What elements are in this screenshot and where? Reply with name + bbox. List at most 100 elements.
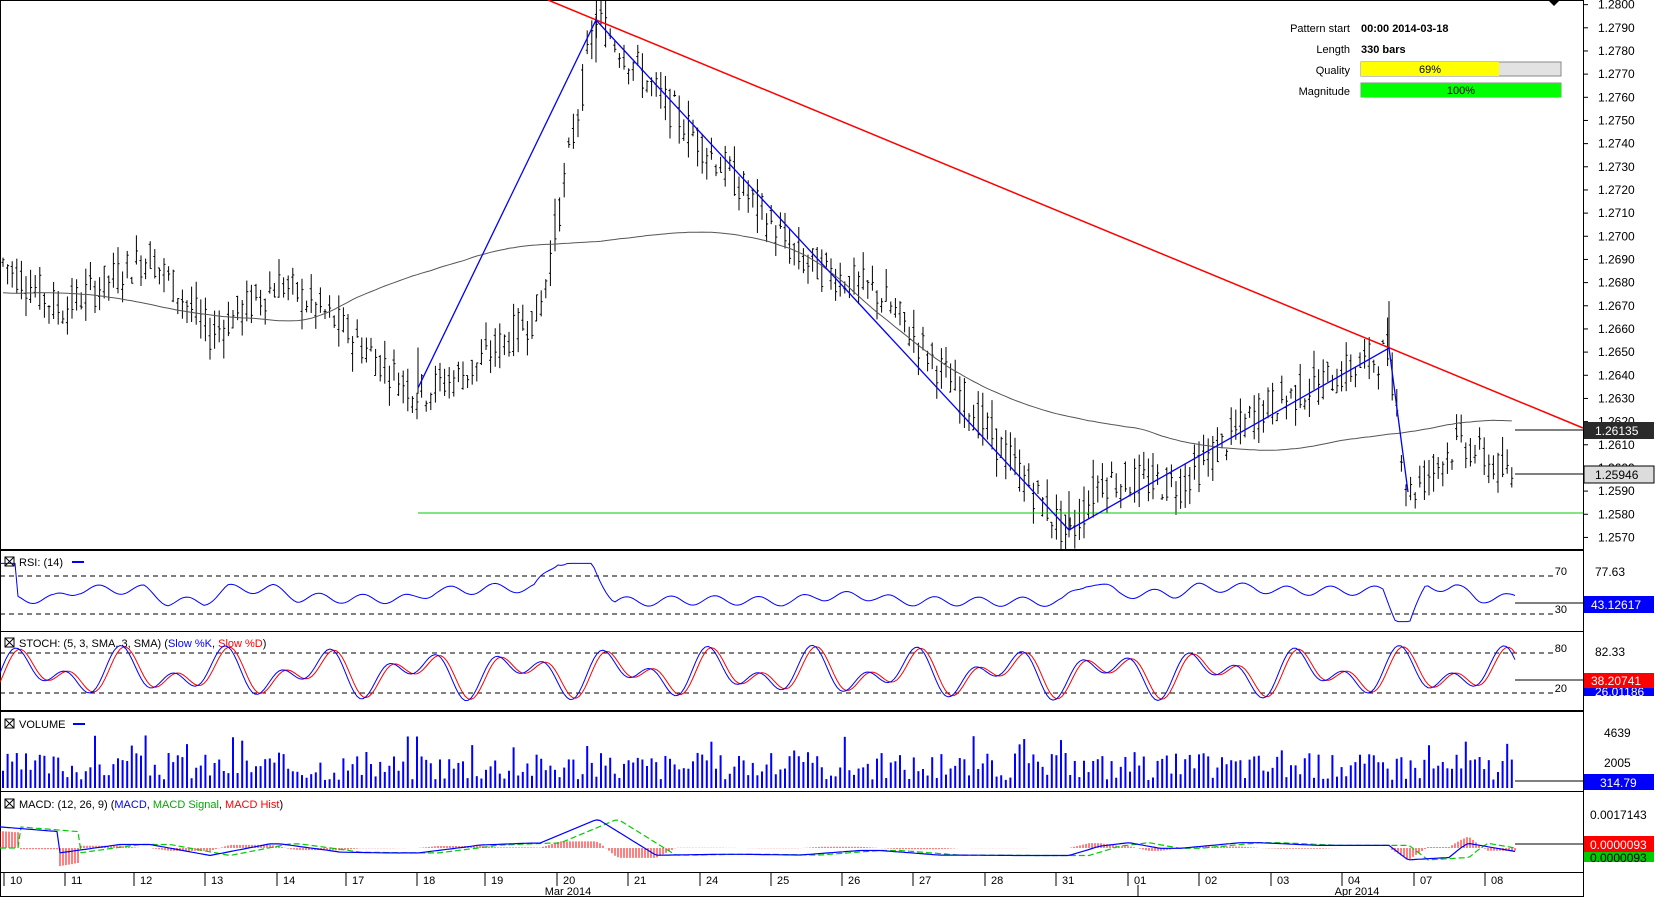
volume-bar — [1267, 771, 1269, 788]
magnitude-bar-fill — [1361, 83, 1561, 97]
price-tick-label: 1.2720 — [1598, 183, 1635, 197]
volume-bar — [862, 767, 865, 788]
volume-bar — [190, 778, 193, 788]
volume-bar — [319, 762, 322, 788]
volume-bar — [1414, 767, 1417, 788]
volume-bar — [48, 773, 50, 788]
volume-bar — [811, 762, 814, 788]
volume-bar — [899, 755, 901, 788]
day-label: 17 — [352, 875, 364, 887]
volume-bar — [130, 745, 133, 788]
day-label: 11 — [71, 875, 82, 887]
volume-bar — [158, 774, 161, 788]
volume-bar — [558, 777, 561, 788]
macd-signal-last-box — [1584, 852, 1654, 862]
volume-bar — [227, 773, 230, 788]
day-label: 14 — [283, 875, 295, 887]
volume-close-icon[interactable] — [4, 718, 15, 729]
volume-bar — [1092, 760, 1095, 788]
volume-bar — [912, 757, 915, 788]
volume-bar — [52, 756, 55, 788]
macd-close-icon[interactable] — [4, 798, 15, 809]
volume-bar — [1501, 761, 1504, 788]
volume-bar — [245, 760, 248, 788]
volume-bar — [1133, 752, 1136, 788]
volume-bar — [429, 763, 432, 788]
volume-bar — [1138, 765, 1141, 788]
volume-bar — [857, 768, 860, 788]
volume-bar — [167, 753, 170, 788]
price-tick-label: 1.2570 — [1598, 530, 1635, 544]
rsi-level-30-label: 30 — [1555, 604, 1567, 616]
rsi-title: RSI: (14) — [19, 557, 63, 569]
volume-bar — [664, 755, 667, 788]
volume-bar — [866, 763, 869, 788]
volume-bar — [1152, 777, 1154, 788]
volume-bar — [1400, 757, 1403, 788]
x-axis: 10 11 12 13 14 17 18 19 20 21 24 25 26 27 28 31 01 02 03 04… — [3, 873, 1503, 887]
volume-bar — [1441, 761, 1444, 788]
rsi-close-icon[interactable] — [4, 556, 15, 567]
volume-bar — [968, 775, 970, 788]
volume-bar — [705, 760, 708, 788]
day-label: 10 — [10, 875, 22, 887]
volume-bar — [1083, 760, 1085, 788]
volume-bar — [922, 769, 924, 788]
stoch-k-last-value: 26.01186 — [1595, 685, 1644, 699]
volume-bar — [1202, 753, 1205, 788]
volume-bar — [278, 752, 280, 788]
volume-bar — [696, 752, 699, 788]
volume-bar — [876, 758, 878, 788]
price-tick-label: 1.2680 — [1598, 276, 1635, 290]
volume-bar — [1253, 756, 1256, 788]
volume-bar — [374, 776, 377, 788]
volume-bar — [1368, 754, 1371, 788]
volume-bar — [25, 753, 27, 788]
volume-bar — [1156, 760, 1159, 788]
volume-bar — [871, 779, 874, 788]
volume-bar — [687, 768, 690, 788]
volume-bar — [195, 767, 198, 788]
volume-bar — [471, 745, 474, 788]
volume-bar — [98, 764, 101, 788]
volume-bar — [1027, 763, 1030, 788]
volume-bar — [1382, 762, 1384, 788]
day-label: 20 — [563, 875, 575, 887]
volume-bar — [880, 753, 883, 788]
volume-bar — [581, 774, 584, 788]
volume-bar — [1142, 756, 1145, 788]
volume-bar — [567, 759, 570, 788]
volume-bar — [623, 763, 625, 788]
price-tick-label: 1.2590 — [1598, 484, 1635, 498]
volume-bar — [1451, 768, 1453, 788]
volume-bar — [972, 736, 975, 788]
day-label: 04 — [1348, 875, 1360, 887]
volume-bar — [1409, 760, 1412, 788]
volume-bar — [255, 766, 257, 788]
volume-bar — [572, 759, 575, 788]
volume-bar — [1124, 756, 1127, 788]
volume-bar — [443, 778, 446, 788]
volume-bar — [1000, 775, 1003, 788]
price-panel — [0, 0, 1584, 550]
day-label: 18 — [423, 875, 435, 887]
volume-bar — [682, 768, 685, 788]
volume-bar — [1349, 765, 1352, 788]
volume-bar — [820, 767, 823, 788]
stoch-slow-k-line — [0, 644, 1516, 702]
volume-bar — [388, 765, 391, 788]
price-tick-label: 1.2740 — [1598, 137, 1635, 151]
volume-bar — [586, 746, 589, 788]
day-label: 28 — [991, 875, 1003, 887]
stoch-close-icon[interactable] — [4, 637, 15, 648]
magnitude-label: Magnitude — [1299, 86, 1350, 98]
pattern-zigzag — [417, 18, 1409, 531]
volume-bar — [1271, 767, 1274, 788]
volume-bar — [1432, 768, 1435, 788]
day-label: 25 — [777, 875, 789, 887]
volume-bar — [1115, 777, 1118, 788]
scroll-marker-icon[interactable] — [1548, 0, 1560, 6]
volume-bar — [310, 774, 313, 788]
volume-bar — [356, 756, 359, 788]
volume-bar — [342, 758, 345, 788]
